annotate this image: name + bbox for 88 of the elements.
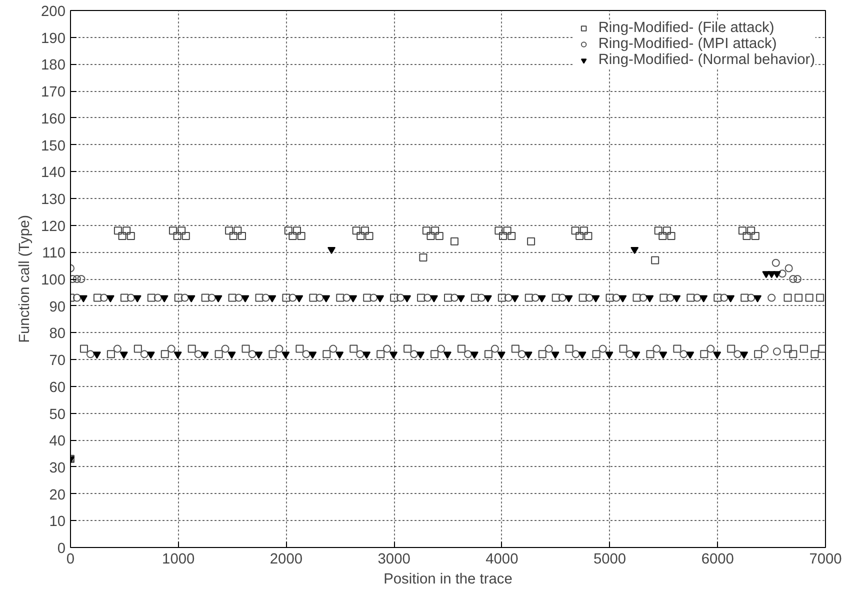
point [362,352,371,359]
point [268,295,276,302]
point [228,352,236,359]
y-tick-label: 10 [49,514,66,530]
point [538,295,546,302]
y-tick-label: 200 [41,4,66,20]
y-tick-label: 110 [42,246,66,262]
point [564,295,573,302]
point [282,352,290,359]
x-tick-label: 6000 [701,552,734,568]
point [403,295,412,302]
y-tick-label: 70 [49,353,66,370]
point [328,246,336,254]
point [214,295,222,302]
point [200,352,209,359]
point [618,295,627,302]
point [484,295,492,302]
y-tick-label: 170 [41,84,66,101]
y-tick-label: 0 [57,541,66,557]
y-axis-title: Function call (Type) [17,215,34,343]
y-tick-label: 160 [41,111,66,128]
point [92,352,101,359]
point [416,352,424,359]
x-axis-title: Position in the trace [384,572,512,588]
y-tick-label: 190 [41,30,66,47]
y-tick-label: 100 [41,272,66,288]
point [630,246,639,254]
point [349,295,358,302]
y-tick-label: 140 [41,165,66,182]
point [700,295,708,302]
y-tick-label: 50 [49,406,66,423]
point [456,295,465,302]
point [551,352,560,359]
point [497,352,506,359]
x-tick-label: 2000 [270,552,303,568]
point [322,295,330,302]
y-tick-label: 30 [49,460,66,476]
point [605,352,614,359]
y-tick-label: 60 [49,380,66,396]
y-tick-label: 150 [41,138,66,154]
point [726,295,735,302]
point [632,352,640,359]
point [308,352,317,359]
point [430,295,438,302]
y-tick-label: 180 [41,58,66,74]
point [754,295,762,302]
point [772,271,781,278]
point [295,295,304,302]
y-tick-label: 80 [49,326,66,342]
point [578,352,586,359]
point [443,352,452,359]
y-tick-label: 130 [41,192,66,208]
point [174,352,182,359]
point [79,295,88,302]
legend-label: Ring-Modified- (Normal behavior) [598,52,815,68]
point [336,352,344,359]
x-tick-label: 4000 [486,552,518,568]
point [686,352,694,359]
x-tick-label: 7000 [809,552,842,568]
point [187,295,196,302]
point [672,295,681,302]
point [470,352,478,359]
y-tick-label: 40 [49,434,66,450]
x-tick-label: 5000 [593,552,626,568]
point [390,352,398,359]
x-tick-label: 3000 [378,552,410,568]
point [713,352,722,359]
point [120,352,128,359]
point [106,295,114,302]
point [160,295,168,302]
point [241,295,250,302]
point [524,352,532,359]
y-tick-label: 20 [49,487,66,504]
y-tick-label: 90 [49,299,66,316]
point [646,295,654,302]
point [133,295,142,302]
legend-label: Ring-Modified- (File attack) [598,20,774,36]
point [592,295,600,302]
point [254,352,263,359]
point [740,352,748,359]
point [659,352,668,359]
x-tick-label: 1000 [162,552,195,568]
y-tick-label: 120 [41,218,66,235]
point [768,271,776,278]
point [146,352,155,359]
point [510,295,519,302]
legend-label: Ring-Modified- (MPI attack) [598,36,777,52]
point [376,295,384,302]
